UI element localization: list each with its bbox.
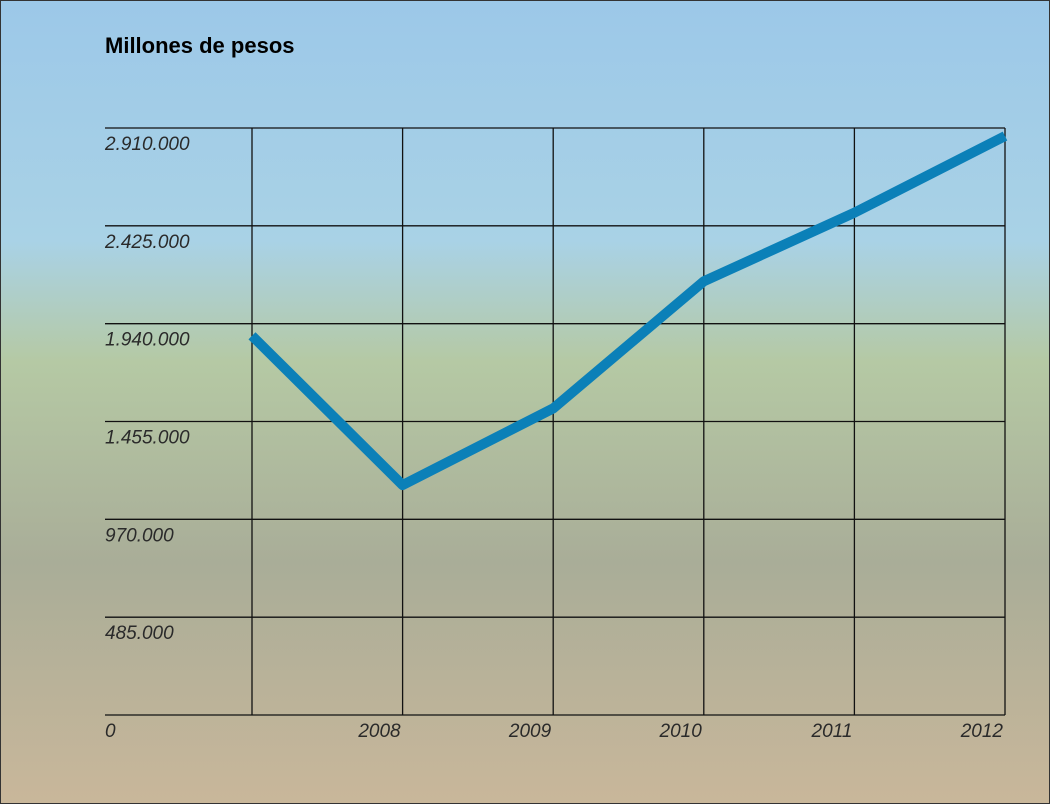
y-tick-label: 2.425.000	[104, 232, 190, 253]
y-tick-label: 1.940.000	[105, 330, 190, 351]
x-tick-label: 2011	[811, 721, 853, 742]
x-tick-label: 2009	[508, 721, 552, 742]
y-tick-label: 485.000	[105, 623, 174, 644]
y-tick-label: 2.910.000	[104, 134, 190, 155]
x-tick-label: 2010	[659, 721, 703, 742]
data-line	[248, 131, 1008, 491]
chart-title: Millones de pesos	[105, 33, 295, 58]
x-tick-label: 2012	[960, 721, 1004, 742]
y-tick-label: 0	[105, 721, 116, 742]
y-tick-label: 970.000	[105, 525, 174, 546]
x-tick-label: 2008	[357, 721, 401, 742]
y-tick-label: 1.455.000	[105, 428, 190, 449]
